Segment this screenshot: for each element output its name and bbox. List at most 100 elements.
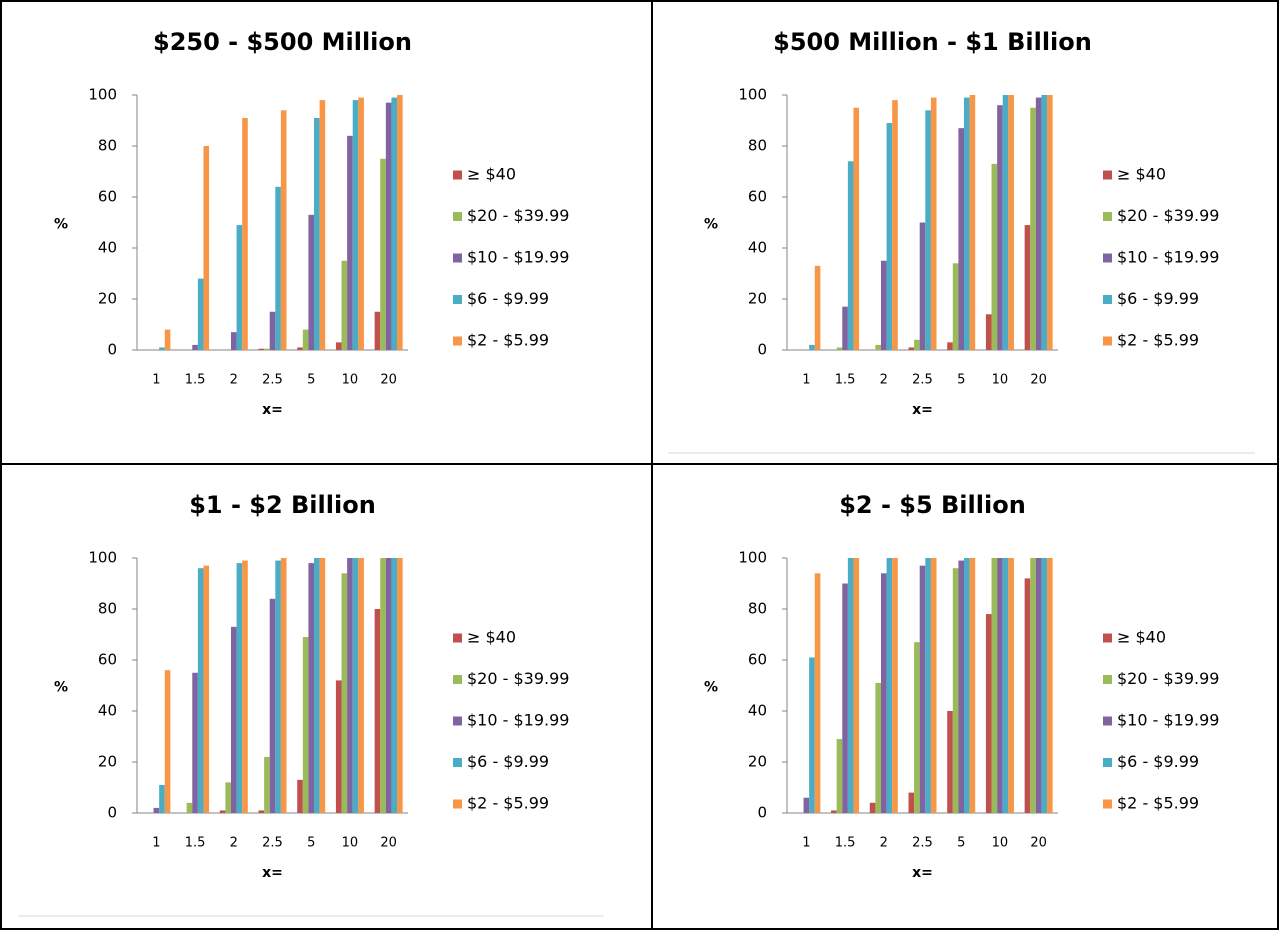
bar [1035,97,1042,350]
bar [164,670,171,813]
bar [352,558,359,813]
legend-swatch [1103,336,1112,346]
bar [159,784,165,813]
chart-title: $250 - $500 Million [153,28,412,56]
bar [809,344,815,350]
y-tick-label: 40 [748,239,767,257]
legend-swatch [453,295,462,304]
bar [847,161,854,350]
bar [952,568,959,813]
bar [947,342,953,350]
bar [925,110,931,350]
legend-swatch [1103,170,1112,180]
bar [391,97,398,350]
legend-label: $2 - $5.99 [1117,331,1199,350]
bar [809,657,815,813]
legend-swatch [453,716,462,726]
bar [892,558,898,813]
y-tick-label: 80 [748,600,767,618]
bar [969,95,976,350]
bar [197,278,204,350]
x-tick-label: 1.5 [835,836,856,851]
bar [374,609,381,813]
bar [1041,558,1048,813]
bar [886,558,893,813]
bar [219,810,226,813]
x-tick-label: 2 [230,836,238,851]
y-tick-label: 80 [98,137,117,155]
legend-label: $10 - $19.99 [1117,711,1219,730]
bar [352,100,359,350]
bar [985,314,992,350]
y-tick-label: 0 [107,341,117,359]
legend-label: $2 - $5.99 [467,331,549,350]
bar [925,558,931,813]
legend-swatch [453,336,462,346]
bar [958,560,965,813]
x-tick-label: 1 [152,373,160,388]
bar [186,802,193,813]
bar [203,146,210,350]
legend-label: $6 - $9.99 [1117,752,1199,771]
bar [880,573,887,813]
bar [341,260,348,350]
x-tick-label: 1.5 [835,373,856,388]
bar [919,565,926,813]
x-tick-label: 5 [957,836,965,851]
bar [319,558,326,813]
bar [297,779,303,813]
y-tick-label: 100 [738,86,767,104]
bar [380,158,386,350]
legend-label: $20 - $39.99 [467,206,569,225]
bar [947,711,953,813]
bar [886,123,893,350]
legend-label: $2 - $5.99 [467,794,549,813]
y-tick-label: 100 [88,549,117,567]
bar [230,626,237,813]
x-tick-label: 20 [380,836,397,851]
x-tick-label: 1 [802,373,810,388]
y-tick-label: 100 [88,86,117,104]
x-tick-label: 10 [992,373,1009,388]
bar [358,97,364,350]
legend-label: ≥ $40 [467,165,516,184]
bar [1008,558,1014,813]
bar [803,797,810,813]
bar [991,558,998,813]
legend-swatch [1103,212,1112,221]
legend-swatch [453,633,462,643]
y-tick-label: 40 [98,239,117,257]
bar [908,347,915,350]
y-axis-label: % [54,680,68,696]
bar [919,222,926,350]
bar [297,347,303,350]
bar [853,107,860,350]
bar [836,739,843,813]
legend-label: $20 - $39.99 [1117,669,1219,688]
x-tick-label: 5 [957,373,965,388]
legend-swatch [1103,633,1112,643]
y-tick-label: 20 [748,753,767,771]
bar [964,558,970,813]
legend-label: ≥ $40 [1117,628,1166,647]
x-tick-label: 2.5 [912,836,933,851]
bar [380,558,386,813]
y-axis-label: % [704,680,718,696]
bar [1002,558,1009,813]
legend-label: ≥ $40 [467,628,516,647]
bar [347,558,353,813]
bar [374,311,381,350]
bar [314,558,320,813]
bar [952,263,959,350]
y-tick-label: 80 [98,600,117,618]
chart-title: $1 - $2 Billion [189,491,376,519]
bar [164,329,171,350]
bar [192,344,198,350]
bar [341,573,348,813]
legend-label: $10 - $19.99 [467,248,569,267]
y-tick-label: 60 [748,651,767,669]
x-tick-label: 20 [1030,373,1047,388]
bar [280,558,287,813]
bar [197,568,204,813]
bar [875,344,881,350]
